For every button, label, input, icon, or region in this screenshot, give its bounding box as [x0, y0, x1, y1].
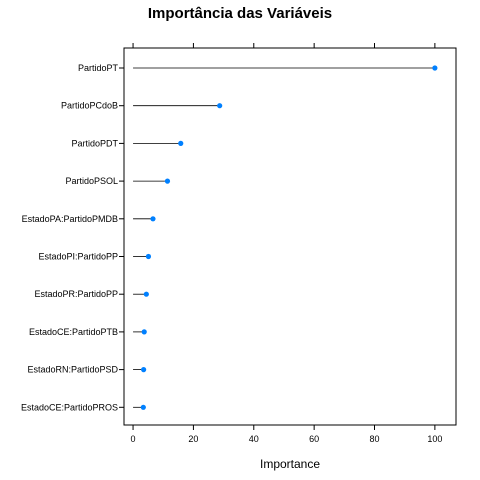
- x-tick-label-1: 20: [188, 434, 198, 444]
- category-label-0: PartidoPT: [78, 63, 119, 73]
- category-label-2: PartidoPDT: [71, 138, 118, 148]
- category-label-7: EstadoCE:PartidoPTB: [29, 327, 118, 337]
- x-tick-label-2: 40: [249, 434, 259, 444]
- x-tick-label-4: 80: [370, 434, 380, 444]
- point-4: [150, 216, 156, 222]
- top-axis-ticks: [132, 43, 436, 48]
- point-8: [141, 367, 147, 373]
- x-tick-label-3: 60: [309, 434, 319, 444]
- point-7: [141, 329, 147, 335]
- point-5: [145, 253, 152, 260]
- category-label-9: EstadoCE:PartidoPROS: [21, 402, 118, 412]
- category-label-1: PartidoPCdoB: [61, 101, 118, 111]
- category-label-5: EstadoPI:PartidoPP: [38, 252, 118, 262]
- x-tick-label-0: 0: [131, 434, 136, 444]
- point-0: [432, 65, 438, 71]
- point-6: [143, 291, 149, 297]
- category-label-8: EstadoRN:PartidoPSD: [27, 365, 118, 375]
- category-label-3: PartidoPSOL: [65, 176, 118, 186]
- plot-frame: [123, 47, 457, 426]
- x-axis: 0 20 40 60 80 100: [131, 425, 442, 444]
- category-label-6: EstadoPR:PartidoPP: [34, 289, 118, 299]
- point-1: [217, 103, 223, 109]
- chart-title: Importância das Variáveis: [148, 5, 332, 22]
- x-axis-title: Importance: [260, 457, 320, 471]
- category-label-4: EstadoPA:PartidoPMDB: [22, 214, 118, 224]
- x-tick-label-5: 100: [427, 434, 442, 444]
- point-9: [140, 404, 146, 410]
- point-2: [178, 140, 184, 146]
- dot-rows: PartidoPT PartidoPCdoB PartidoPDT PartidoPS…: [21, 63, 438, 412]
- point-3: [164, 178, 171, 184]
